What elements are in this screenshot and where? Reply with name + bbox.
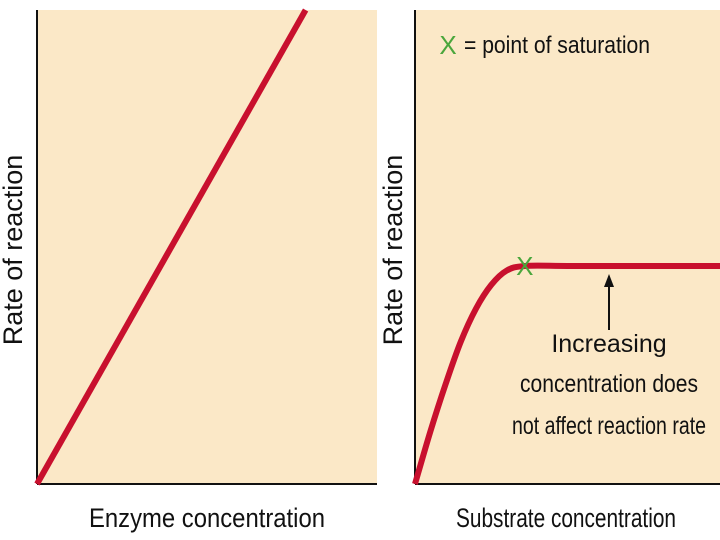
- legend: X = point of saturation: [439, 30, 650, 60]
- plot-area: [415, 10, 720, 484]
- legend-label: = point of saturation: [464, 32, 650, 59]
- plot-area: [37, 10, 377, 484]
- saturation-marker-legend: X: [439, 30, 456, 60]
- saturation-point-marker: X: [516, 251, 533, 281]
- annotation-line-3: not affect reaction rate: [512, 412, 706, 440]
- annotation-arrow: [604, 274, 614, 330]
- y-axis-title: Rate of reaction: [378, 155, 408, 346]
- x-axis-title: Enzyme concentration: [89, 503, 325, 533]
- enzyme-chart: Enzyme concentration Rate of reaction: [0, 8, 377, 533]
- y-axis-title: Rate of reaction: [0, 155, 28, 346]
- series-line: [34, 8, 309, 486]
- substrate-chart: X = point of saturation X Increasing con…: [378, 10, 720, 533]
- x-axis-title: Substrate concentration: [456, 503, 676, 533]
- annotation-line-1: Increasing: [551, 330, 666, 358]
- series-line: [412, 262, 720, 485]
- annotation-line-2: concentration does: [520, 370, 698, 398]
